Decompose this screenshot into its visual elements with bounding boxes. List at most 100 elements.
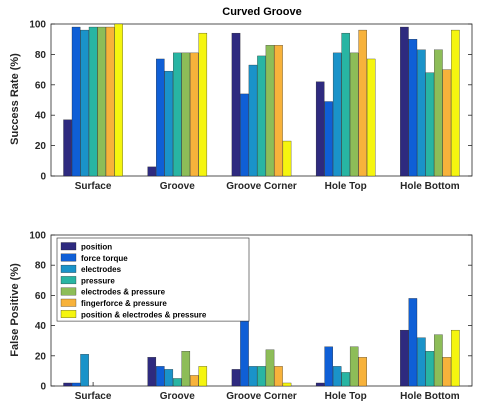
bar-electrodes: [417, 49, 426, 177]
bar-pressure: [257, 366, 266, 387]
bar-position-electrodes-pressure: [198, 32, 208, 177]
y-tick-label: 80: [35, 261, 47, 272]
bar-position-electrodes-pressure: [198, 366, 208, 387]
bar-position: [315, 81, 325, 177]
legend-swatch: [60, 310, 77, 318]
bar-fingerforce-pressure: [274, 366, 283, 387]
bar-force-torque: [408, 39, 418, 177]
bar-electrodes: [332, 366, 342, 387]
bar-force-torque: [156, 366, 165, 387]
bar-position: [315, 382, 325, 387]
bar-force-torque: [240, 93, 249, 177]
bar-pressure: [341, 372, 350, 387]
bar-force-torque: [156, 58, 165, 177]
bar-fingerforce-pressure: [442, 357, 452, 387]
legend-label: position: [81, 243, 112, 252]
bar-force-torque: [324, 346, 333, 387]
x-tick-label: Groove: [160, 391, 195, 402]
legend-swatch: [60, 287, 77, 296]
bar-position-electrodes-pressure: [282, 140, 292, 177]
bar-position-electrodes-pressure: [366, 58, 376, 177]
y-tick-label: 60: [35, 291, 47, 302]
y-axis-label: False Positive (%): [9, 263, 21, 357]
x-tick-label: Surface: [75, 391, 112, 402]
legend-label: position & electrodes & pressure: [81, 310, 207, 319]
y-tick-label: 40: [35, 111, 47, 122]
bar-position: [400, 26, 409, 177]
bar-electrodes: [248, 64, 258, 177]
y-axis-label: Success Rate (%): [9, 53, 21, 145]
y-tick-label: 100: [29, 20, 46, 31]
bar-position-electrodes-pressure: [282, 382, 292, 387]
bar-electrodes: [248, 366, 258, 387]
legend-swatch: [60, 298, 77, 307]
bar-electrodes: [164, 70, 174, 177]
y-tick-label: 100: [29, 231, 46, 242]
legend-swatch: [60, 242, 77, 251]
bar-force-torque: [324, 101, 333, 177]
bar-position: [400, 329, 409, 387]
bar-electrodes: [80, 29, 89, 177]
x-tick-label: Hole Bottom: [400, 391, 460, 402]
bar-pressure: [173, 52, 182, 177]
bar-force-torque: [71, 26, 81, 177]
bar-position: [231, 369, 241, 387]
bar-position: [63, 119, 72, 177]
y-tick-label: 60: [35, 80, 47, 91]
bar-fingerforce-pressure: [442, 69, 452, 177]
bar-electrodes-pressure: [349, 52, 359, 177]
bar-force-torque: [71, 382, 81, 387]
bar-electrodes: [417, 337, 426, 387]
false-positive-chart: False Positive (%) 0 20 40 60 80 100 Surface Gr…: [9, 231, 473, 402]
bar-pressure: [88, 26, 98, 177]
legend-label: electrodes: [81, 265, 122, 274]
legend-swatch: [60, 264, 77, 273]
y-tick-label: 20: [35, 141, 47, 152]
y-tick-label: 0: [40, 382, 46, 393]
bar-electrodes-pressure: [434, 49, 443, 177]
bar-pressure: [341, 32, 350, 177]
bar-pressure: [425, 72, 435, 177]
y-tick-label: 40: [35, 321, 47, 332]
bar-fingerforce-pressure: [274, 45, 283, 177]
x-tick-label: Hole Bottom: [400, 181, 460, 192]
x-tick-label: Groove Corner: [226, 181, 297, 192]
bar-position: [147, 166, 157, 177]
chart-title: Curved Groove: [222, 6, 301, 18]
x-tick-label: Groove Corner: [226, 391, 297, 402]
x-tick-label: Hole Top: [325, 391, 367, 402]
x-tick-label: Surface: [75, 181, 112, 192]
bar-position-electrodes-pressure: [114, 23, 123, 177]
bar-electrodes: [164, 369, 174, 387]
bar-position-electrodes-pressure: [451, 29, 460, 177]
bar-electrodes-pressure: [97, 26, 106, 177]
legend-swatch: [60, 276, 77, 285]
y-tick-label: 0: [40, 172, 46, 183]
bar-position: [231, 32, 241, 177]
bar-electrodes-pressure: [181, 52, 191, 177]
bar-electrodes-pressure: [265, 45, 275, 177]
bar-fingerforce-pressure: [105, 26, 115, 177]
bar-position: [147, 357, 157, 387]
success-rate-chart: Curved Groove Success Rate (%) 0 20 40 60 80…: [9, 6, 473, 192]
bar-electrodes: [332, 52, 342, 177]
bar-position-electrodes-pressure: [451, 329, 460, 387]
bar-electrodes-pressure: [181, 351, 191, 387]
bar-electrodes-pressure: [434, 334, 443, 387]
bar-position: [63, 382, 72, 387]
x-tick-label: Groove: [160, 181, 195, 192]
legend-label: fingerforce & pressure: [81, 299, 167, 308]
bar-electrodes-pressure: [349, 346, 359, 387]
bar-fingerforce-pressure: [358, 357, 367, 387]
bar-force-torque: [240, 314, 249, 387]
legend-box: [56, 237, 250, 322]
legend-label: pressure: [81, 276, 115, 285]
y-tick-label: 80: [35, 50, 47, 61]
legend-label: force torque: [81, 254, 128, 263]
bar-force-torque: [408, 298, 418, 387]
y-tick-label: 20: [35, 351, 47, 362]
legend-swatch: [60, 253, 77, 262]
bar-fingerforce-pressure: [358, 29, 367, 177]
bar-electrodes-pressure: [265, 349, 275, 387]
